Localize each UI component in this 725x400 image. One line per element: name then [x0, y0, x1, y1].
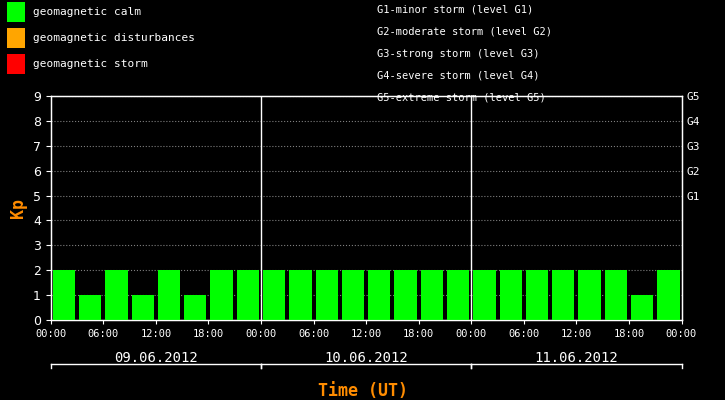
- Bar: [552, 270, 574, 320]
- Bar: [289, 270, 312, 320]
- Text: 10.06.2012: 10.06.2012: [324, 351, 408, 365]
- Text: 11.06.2012: 11.06.2012: [534, 351, 618, 365]
- Bar: [605, 270, 627, 320]
- Text: G4-severe storm (level G4): G4-severe storm (level G4): [377, 71, 539, 81]
- Text: G2-moderate storm (level G2): G2-moderate storm (level G2): [377, 27, 552, 37]
- Text: G1-minor storm (level G1): G1-minor storm (level G1): [377, 5, 534, 15]
- Bar: [315, 270, 338, 320]
- Bar: [526, 270, 548, 320]
- Text: G5-extreme storm (level G5): G5-extreme storm (level G5): [377, 93, 546, 103]
- Bar: [158, 270, 181, 320]
- Bar: [473, 270, 496, 320]
- Bar: [657, 270, 679, 320]
- Bar: [53, 270, 75, 320]
- Bar: [105, 270, 128, 320]
- Bar: [263, 270, 286, 320]
- Bar: [236, 270, 259, 320]
- Bar: [210, 270, 233, 320]
- Y-axis label: Kp: Kp: [9, 198, 28, 218]
- Bar: [341, 270, 364, 320]
- Text: 09.06.2012: 09.06.2012: [114, 351, 198, 365]
- Bar: [631, 295, 653, 320]
- Bar: [394, 270, 417, 320]
- Bar: [579, 270, 601, 320]
- Bar: [368, 270, 391, 320]
- Text: G3-strong storm (level G3): G3-strong storm (level G3): [377, 49, 539, 59]
- Bar: [184, 295, 207, 320]
- Text: geomagnetic storm: geomagnetic storm: [33, 59, 147, 69]
- Text: geomagnetic calm: geomagnetic calm: [33, 7, 141, 17]
- Bar: [131, 295, 154, 320]
- Text: Time (UT): Time (UT): [318, 382, 407, 400]
- Bar: [500, 270, 522, 320]
- Bar: [447, 270, 469, 320]
- Bar: [79, 295, 102, 320]
- Bar: [420, 270, 443, 320]
- Text: geomagnetic disturbances: geomagnetic disturbances: [33, 33, 194, 43]
